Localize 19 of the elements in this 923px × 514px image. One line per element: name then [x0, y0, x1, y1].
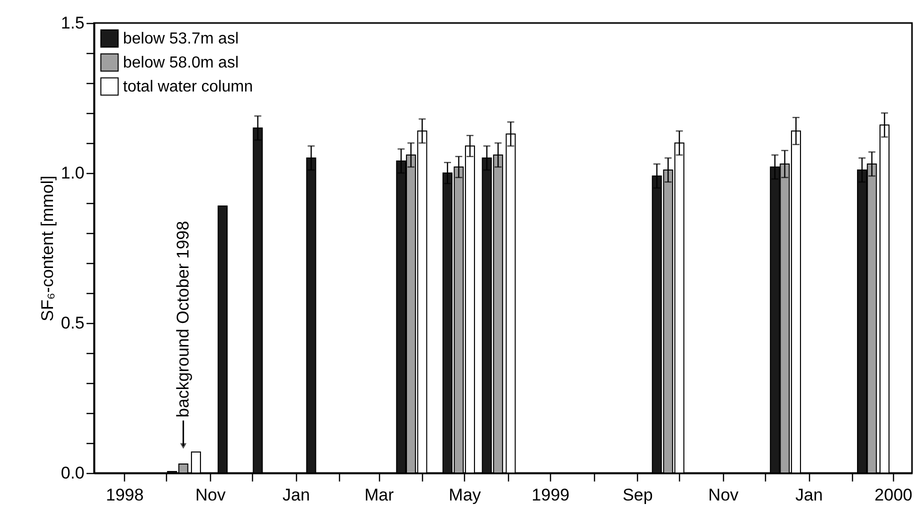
x-tick-label: Nov: [195, 486, 226, 504]
x-tick-label: Jan: [282, 486, 310, 504]
x-tick-label: Mar: [364, 486, 394, 504]
x-tick-label: Sep: [622, 486, 653, 504]
x-tick-label: 1999: [532, 486, 570, 504]
x-tick-label: Jan: [795, 486, 823, 504]
y-tick-label: 1.0: [60, 164, 84, 182]
x-tick-label: 2000: [874, 486, 912, 504]
x-tick-label: May: [448, 486, 482, 504]
legend-label: total water column: [123, 78, 253, 96]
y-axis-title: SF₆-content [mmol]: [38, 176, 57, 322]
y-tick-label: 0.0: [60, 464, 84, 482]
annotation: background October 1998: [173, 220, 192, 418]
x-tick-label: 1998: [106, 486, 144, 504]
y-tick-label: 1.5: [60, 14, 84, 32]
y-tick-label: 0.5: [60, 314, 84, 332]
legend-label: below 53.7m asl: [123, 30, 239, 48]
legend-label: below 58.0m asl: [123, 54, 239, 72]
x-tick-label: Nov: [708, 486, 740, 504]
